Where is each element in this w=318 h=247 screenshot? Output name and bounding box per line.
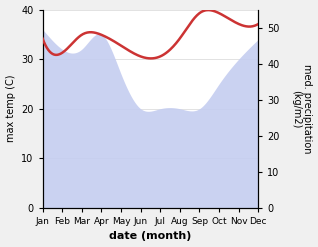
Y-axis label: max temp (C): max temp (C) bbox=[5, 75, 16, 143]
Y-axis label: med. precipitation
(kg/m2): med. precipitation (kg/m2) bbox=[291, 64, 313, 153]
X-axis label: date (month): date (month) bbox=[109, 231, 192, 242]
